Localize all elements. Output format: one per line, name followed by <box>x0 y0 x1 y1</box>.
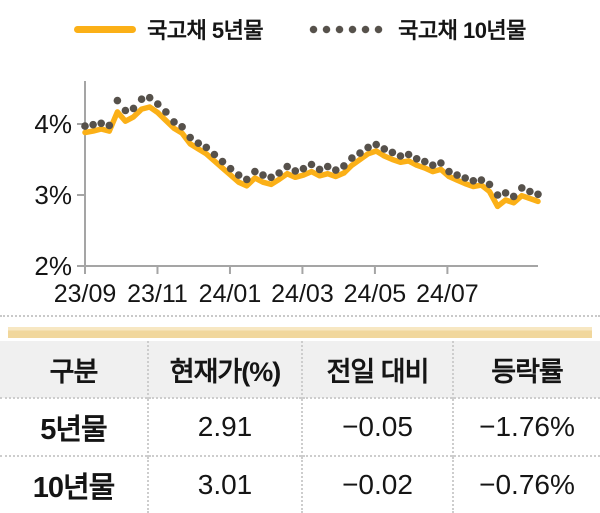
solid-line-swatch-icon <box>74 25 137 33</box>
chart-legend: 국고채 5년물 국고채 10년물 <box>0 13 600 45</box>
dotted-line-swatch-icon <box>309 24 388 34</box>
bond-table-section: 구분 현재가(%) 전일 대비 등락률 5년물 2.91 −0.05 −1.76… <box>0 315 600 513</box>
row-label-10y: 10년물 <box>0 455 148 513</box>
row-label-5y: 5년물 <box>0 397 148 456</box>
cell-5y-daily-change: −0.05 <box>301 397 453 456</box>
legend-label-ktb-10y: 국고채 10년물 <box>398 18 526 43</box>
cell-5y-change-rate: −1.76% <box>452 397 600 456</box>
svg-text:24/07: 24/07 <box>416 280 479 308</box>
legend-item-ktb-10y: 국고채 10년물 <box>309 13 526 45</box>
col-header-current-price: 현재가(%) <box>147 341 302 398</box>
yield-line-chart: 4% 3% 2%23/09 23/11 24/01 24/03 24/05 24/07 <box>34 81 542 308</box>
cell-5y-current-price: 2.91 <box>147 397 302 456</box>
cell-10y-change-rate: −0.76% <box>452 455 600 513</box>
svg-text:2%: 2% <box>34 251 72 281</box>
legend-item-ktb-5y: 국고채 5년물 <box>74 13 264 45</box>
svg-text:24/05: 24/05 <box>344 280 407 308</box>
table-row-10y: 10년물 3.01 −0.02 −0.76% <box>0 455 600 513</box>
svg-text:23/09: 23/09 <box>54 280 117 308</box>
bond-summary-table: 구분 현재가(%) 전일 대비 등락률 5년물 2.91 −0.05 −1.76… <box>0 341 600 513</box>
svg-text:3%: 3% <box>34 180 72 210</box>
cell-10y-daily-change: −0.02 <box>301 455 453 513</box>
legend-label-ktb-5y: 국고채 5년물 <box>147 18 264 43</box>
table-header-row: 구분 현재가(%) 전일 대비 등락률 <box>0 341 600 398</box>
table-row-5y: 5년물 2.91 −0.05 −1.76% <box>0 397 600 456</box>
svg-text:23/11: 23/11 <box>127 280 188 308</box>
table-accent-bar <box>8 327 592 338</box>
section-divider <box>0 315 600 327</box>
cell-10y-current-price: 3.01 <box>147 455 302 513</box>
col-header-daily-change: 전일 대비 <box>301 341 453 398</box>
col-header-change-rate: 등락률 <box>452 341 600 398</box>
svg-text:24/03: 24/03 <box>271 280 334 308</box>
col-header-category: 구분 <box>0 341 148 398</box>
svg-text:24/01: 24/01 <box>199 280 262 308</box>
svg-text:4%: 4% <box>34 109 72 139</box>
